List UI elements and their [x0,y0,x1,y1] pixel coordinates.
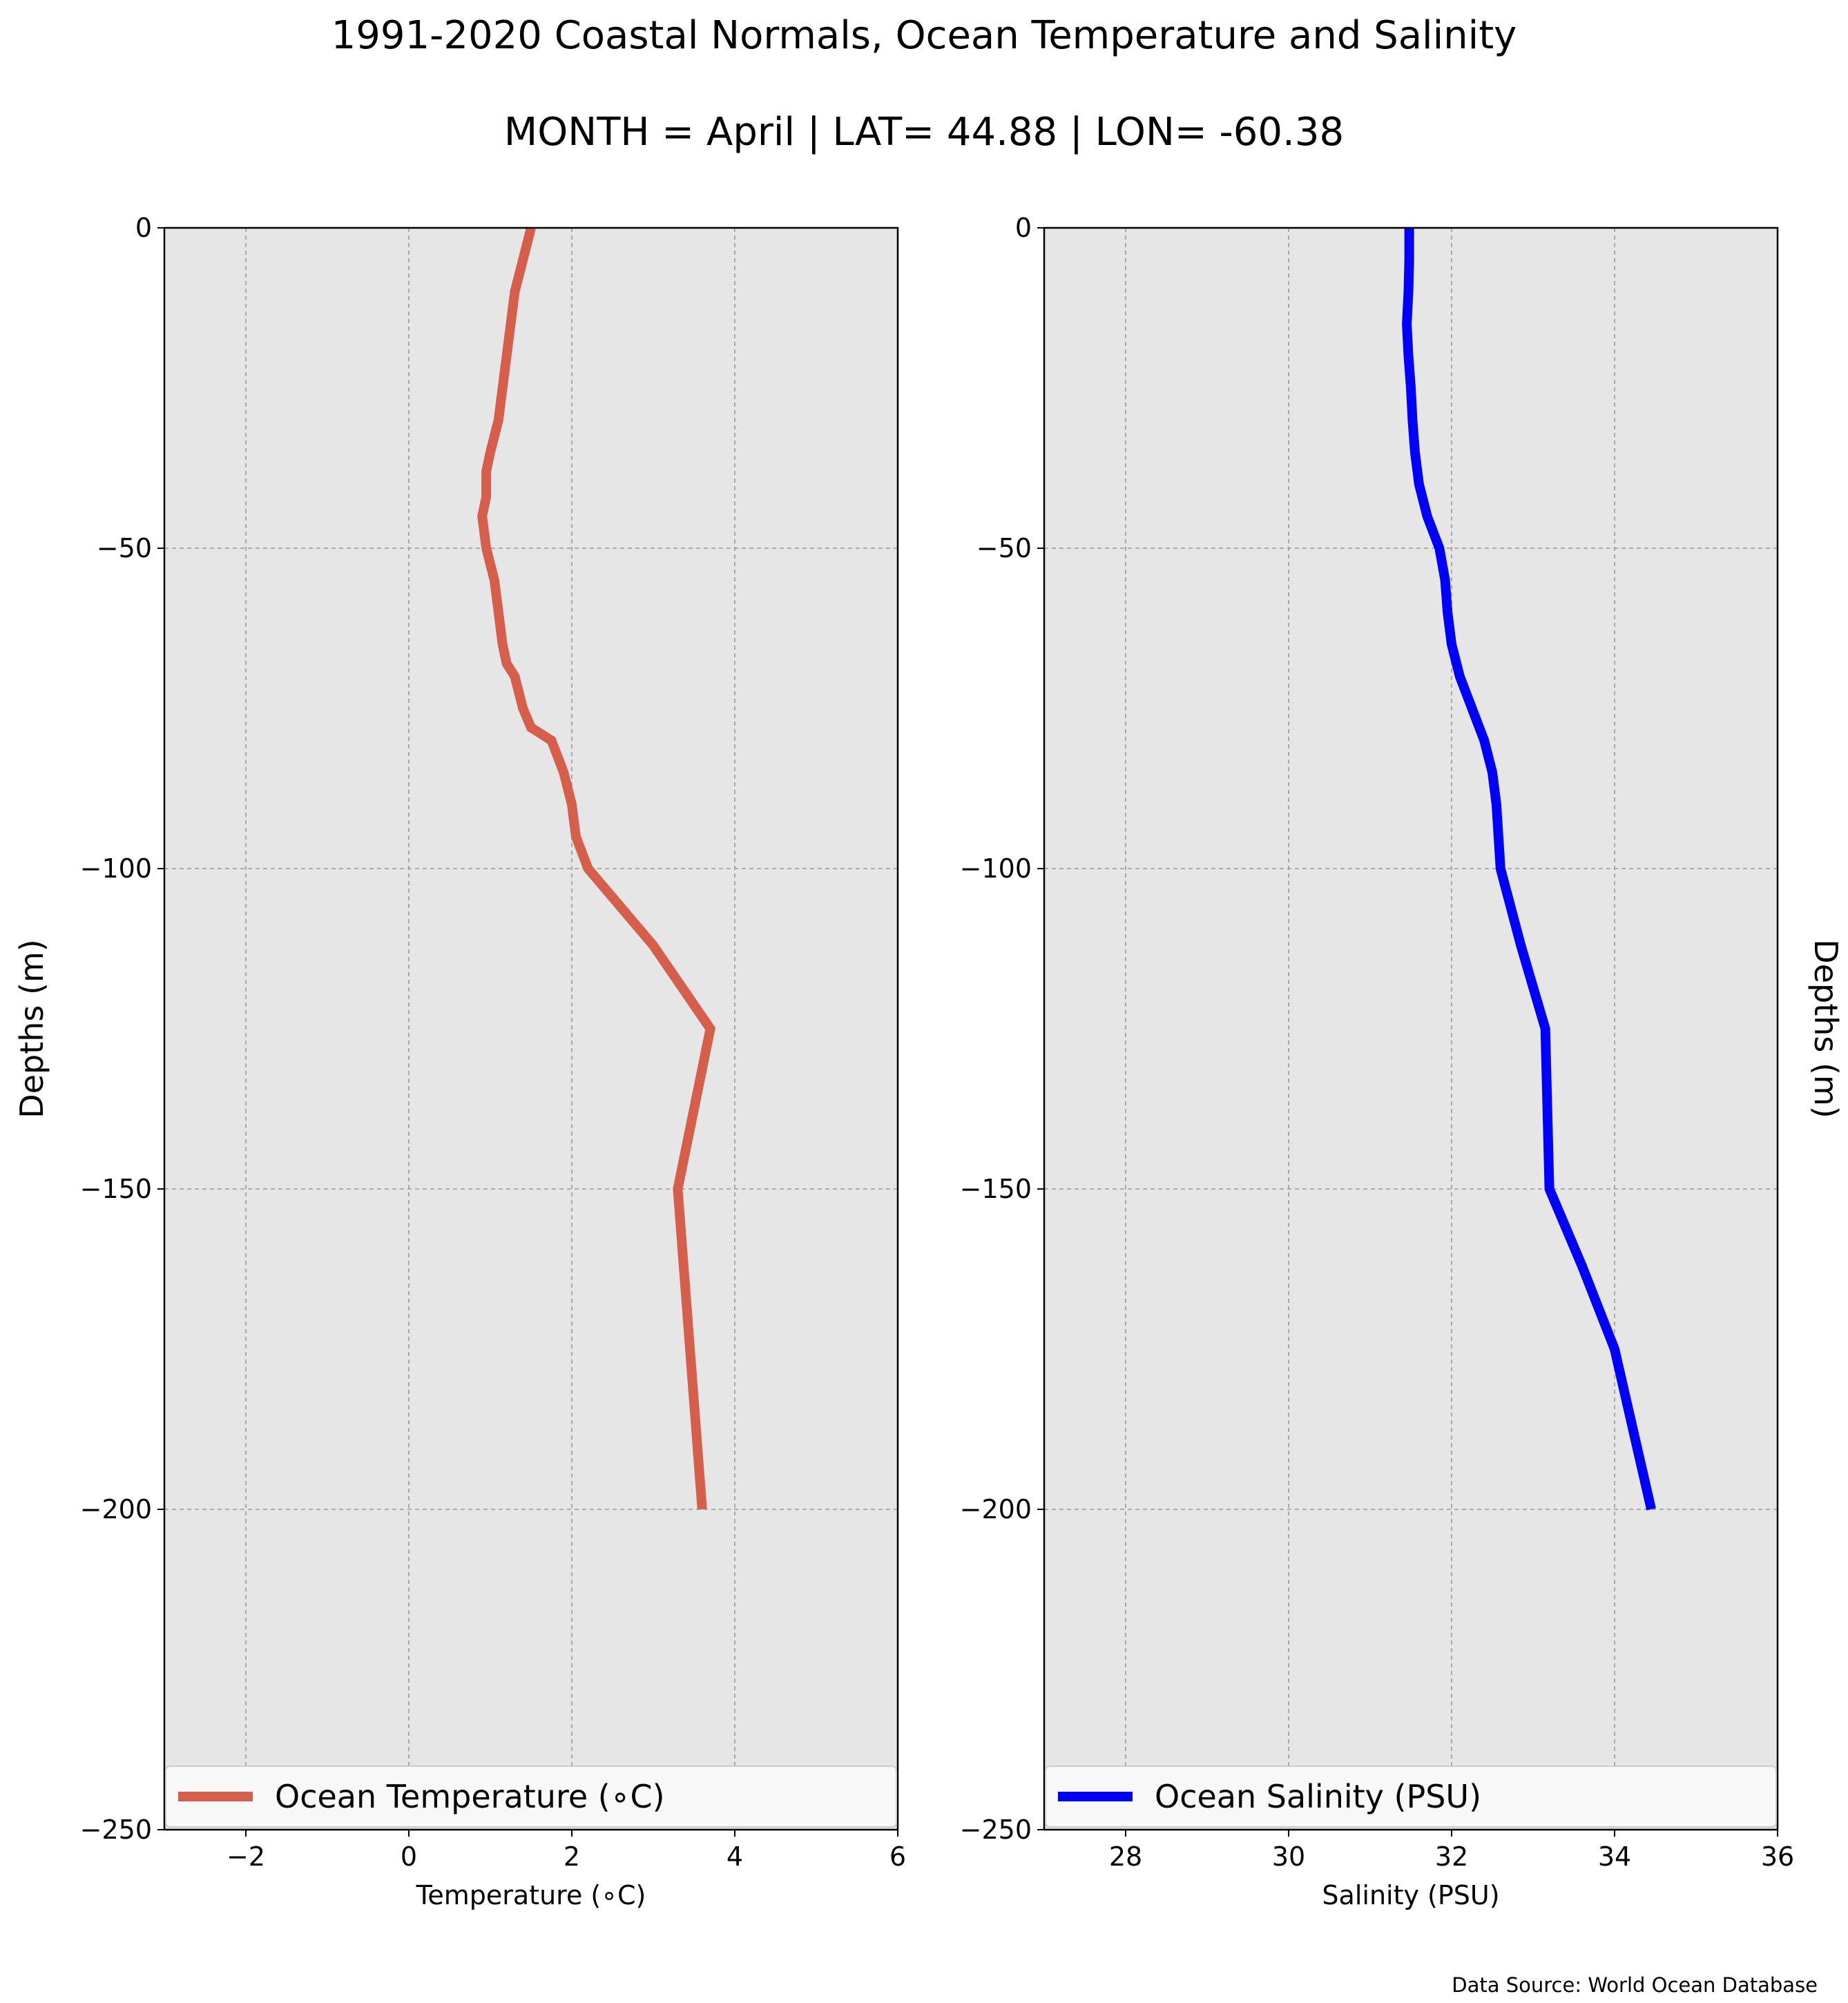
y-tick-label: −250 [960,1815,1032,1845]
y-axis-label: Depths (m) [13,939,50,1118]
y-tick-label: −50 [97,533,152,563]
figure-title: 1991-2020 Coastal Normals, Ocean Tempera… [331,13,1517,58]
x-tick-label: −2 [227,1841,265,1872]
x-tick-label: 34 [1598,1841,1631,1872]
series-line [477,226,716,1510]
x-tick-label: 6 [889,1841,906,1872]
data-source-note: Data Source: World Ocean Database [1452,1973,1818,1997]
salinity-panel: 28 30 32 34 36 0 −50 −100 −150 −200 −250 Salinity (… [960,213,1845,1910]
series-line [1402,228,1656,1511]
x-axis-label: Temperature (∘C) [416,1880,646,1910]
y-tick-label: −150 [80,1174,152,1204]
legend-label: Ocean Temperature (∘C) [275,1778,665,1815]
y-tick-label: −200 [80,1494,152,1525]
axes-frame [1043,226,1779,1831]
legend-label: Ocean Salinity (PSU) [1155,1778,1481,1815]
y-tick-label: −100 [960,853,1032,884]
temperature-panel: −2 0 2 4 6 0 −50 −100 −150 −200 −250 Temperature (∘… [13,213,906,1910]
x-tick-label: 32 [1435,1841,1468,1872]
y-tick-label: 0 [1015,213,1032,243]
plot-area [164,228,898,1830]
y-tick-label: −250 [80,1815,152,1845]
x-tick-label: 36 [1761,1841,1794,1872]
figure-subtitle: MONTH = April | LAT= 44.88 | LON= -60.38 [504,110,1344,155]
x-tick-label: 30 [1272,1841,1305,1872]
x-tick-label: 28 [1109,1841,1142,1872]
x-tick-label: 0 [401,1841,417,1872]
y-tick-label: −150 [960,1174,1032,1204]
plot-area [1044,228,1778,1830]
axes-frame [163,226,899,1831]
x-axis-label: Salinity (PSU) [1322,1880,1499,1910]
x-tick-label: 4 [726,1841,743,1872]
legend-box [1045,1765,1777,1828]
y-tick-label: −100 [80,853,152,884]
x-tick-label: 2 [564,1841,580,1872]
y-axis-label: Depths (m) [1807,939,1845,1118]
y-tick-label: 0 [135,213,152,243]
legend-box [165,1765,897,1828]
y-tick-label: −50 [976,533,1032,563]
y-tick-label: −200 [960,1494,1032,1525]
